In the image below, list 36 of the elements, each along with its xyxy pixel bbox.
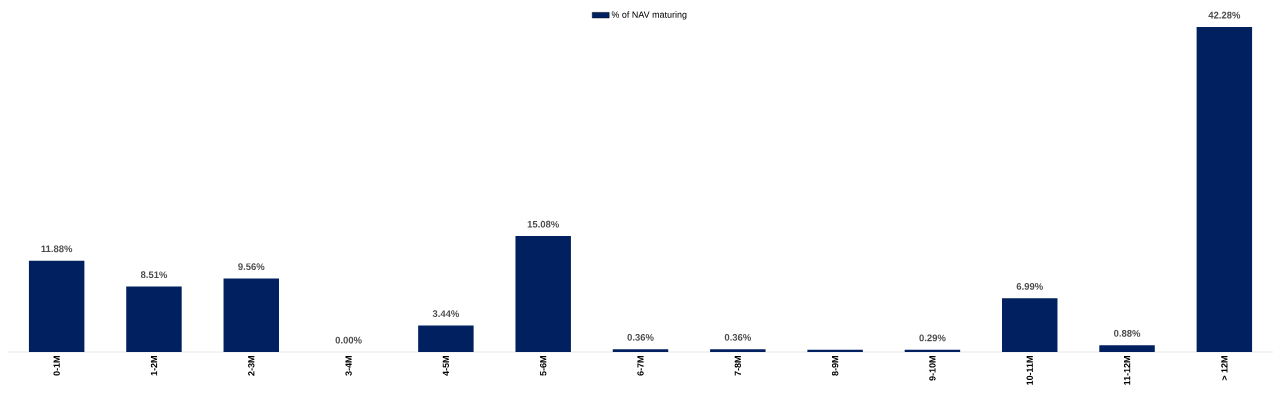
data-label: 6.99% [1016,283,1043,290]
x-tick-label: 5-6M [540,356,547,376]
data-label: 9.56% [238,263,265,270]
bar [126,286,182,352]
data-label: 42.28% [1208,11,1241,19]
bar [223,278,279,352]
data-label: 15.08% [527,220,559,228]
bar [1196,27,1253,352]
bar [28,260,85,352]
data-label: 11.88% [41,245,73,253]
x-tick-label: 1-2M [150,356,158,376]
legend-label: % of NAV maturing [611,11,687,20]
data-label: 8.51% [140,271,168,279]
data-label: 0.36% [724,334,751,341]
data-label: 0.00% [335,336,362,344]
bar [515,236,571,352]
x-tick-label: 4-5M [442,356,450,376]
bar [1099,345,1155,352]
data-label: 0.88% [1114,330,1141,337]
x-tick-label: 2-3M [248,356,255,376]
x-tick-label: 9-10M [929,356,936,381]
data-label: 3.44% [432,310,460,318]
x-tick-label: > 12M [1221,356,1228,381]
bar [1002,298,1058,352]
bar [710,349,766,352]
x-tick-label: 10-11M [1026,356,1033,385]
data-label: 0.29% [919,334,946,342]
bar [418,325,474,352]
x-tick-label: 3-4M [345,356,352,376]
bar [612,349,669,352]
x-tick-label: 11-12M [1123,356,1131,385]
x-tick-label: 0-1M [53,356,60,376]
data-label: 0.36% [627,334,654,341]
x-tick-label: 8-9M [831,356,839,376]
x-tick-label: 7-8M [734,356,741,376]
x-tick-label: 6-7M [637,356,644,376]
